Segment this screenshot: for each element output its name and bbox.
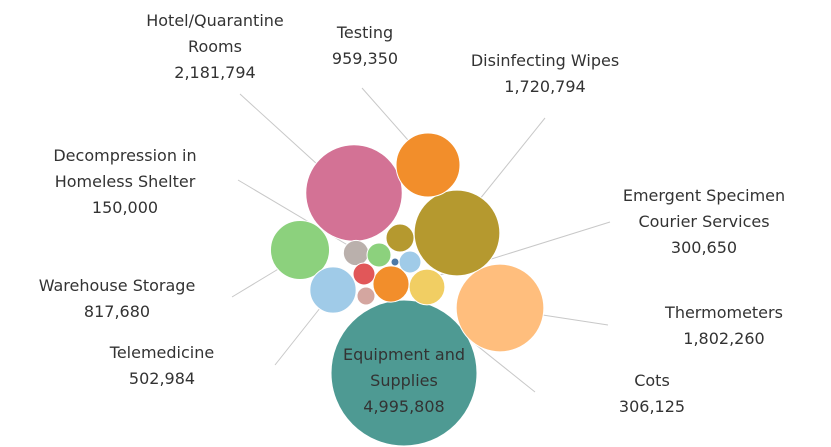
bubble (395, 132, 461, 198)
bubble (390, 257, 400, 267)
value-label: 150,000 (91, 198, 159, 217)
bubble (330, 299, 478, 447)
category-label: Emergent Specimen Courier Services (622, 186, 786, 231)
bubble (366, 242, 392, 268)
leader-line (361, 87, 416, 149)
value-label: 4,995,808 (363, 397, 445, 416)
value-label: 1,720,794 (504, 77, 586, 96)
bubble (305, 144, 403, 242)
bubble-label: Warehouse Storage 817,680 (12, 273, 222, 325)
category-label: Thermometers (665, 303, 783, 322)
value-label: 817,680 (83, 302, 151, 321)
category-label: Telemedicine (109, 343, 215, 362)
category-label: Decompression in Homeless Shelter (53, 146, 197, 191)
bubble-label: Thermometers 1,802,260 (644, 300, 804, 352)
bubble-label: Equipment and Supplies 4,995,808 (329, 342, 479, 420)
value-label: 502,984 (128, 369, 196, 388)
bubble-label: Telemedicine 502,984 (82, 340, 242, 392)
bubble (398, 250, 422, 274)
value-label: 306,125 (618, 397, 686, 416)
bubble (413, 189, 501, 277)
bubble (356, 286, 376, 306)
category-label: Hotel/Quarantine Rooms (146, 11, 284, 56)
bubble (342, 239, 370, 267)
value-label: 300,650 (670, 238, 738, 257)
bubble-label: Cots 306,125 (602, 368, 702, 420)
bubble (269, 219, 331, 281)
category-label: Testing (336, 23, 394, 42)
value-label: 1,802,260 (683, 329, 765, 348)
value-label: 2,181,794 (174, 63, 256, 82)
bubble-label: Hotel/Quarantine Rooms 2,181,794 (120, 8, 310, 86)
bubble-label: Emergent Specimen Courier Services 300,65… (609, 183, 799, 261)
bubble (352, 262, 376, 286)
value-label: 959,350 (331, 49, 399, 68)
bubble-label: Testing 959,350 (305, 20, 425, 72)
bubble (385, 223, 415, 253)
category-label: Cots (634, 371, 670, 390)
bubble-label: Disinfecting Wipes 1,720,794 (445, 48, 645, 100)
bubble-label: Decompression in Homeless Shelter 150,000 (25, 143, 225, 221)
bubble (408, 268, 446, 306)
category-label: Disinfecting Wipes (470, 51, 620, 70)
bubble (455, 263, 545, 353)
bubble (309, 266, 357, 314)
category-label: Equipment and Supplies (342, 345, 466, 390)
category-label: Warehouse Storage (38, 276, 196, 295)
